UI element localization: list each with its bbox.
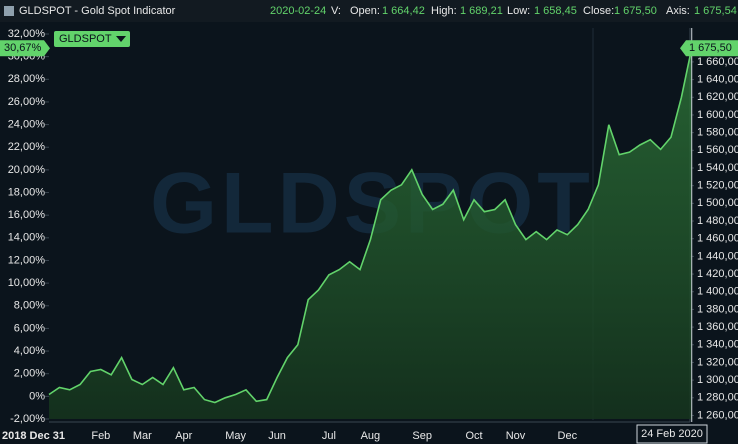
header-icon [4,6,14,16]
y2-tick-label: 1 260,00 [697,409,738,421]
y-tick-label: 16,00% [8,209,46,221]
y-tick-label: -2,00% [10,413,45,425]
header-bar [0,0,738,22]
value-label: 1 675,50 [689,42,732,54]
value-label-box [686,40,738,57]
x-tick-label: Oct [465,430,482,442]
y2-tick-label: 1 380,00 [697,303,738,315]
y2-tick-label: 1 300,00 [697,374,738,386]
y-tick-label: 26,00% [8,96,46,108]
y-tick-label: 0% [29,390,45,402]
y2-tick-label: 1 660,00 [697,56,738,68]
x-tick-label: Dec [558,430,578,442]
y-tick-label: 22,00% [8,141,46,153]
y-tick-label: 6,00% [14,322,45,334]
axis-value: 1 675,54 [694,5,737,17]
x-tick-label: 24 Feb 2020 [641,428,703,440]
y2-tick-label: 1 360,00 [697,321,738,333]
high-value: 1 689,21 [460,5,503,17]
y2-tick-label: 1 460,00 [697,233,738,245]
header-v: V: [331,5,341,17]
y2-tick-label: 1 500,00 [697,197,738,209]
y-tick-label: 14,00% [8,232,46,244]
percent-label-box [0,40,44,57]
open-value: 1 664,42 [382,5,425,17]
y2-tick-label: 1 280,00 [697,392,738,404]
x-tick-label: May [225,430,246,442]
close-label: Close: [583,5,614,17]
x-tick-label: Jul [322,430,336,442]
x-tick-label: Feb [91,430,110,442]
y2-tick-label: 1 400,00 [697,286,738,298]
y2-tick-label: 1 580,00 [697,127,738,139]
legend-dropdown [116,36,126,42]
y2-tick-label: 1 480,00 [697,215,738,227]
y2-tick-label: 1 440,00 [697,250,738,262]
y2-tick-label: 1 540,00 [697,162,738,174]
y2-tick-label: 1 600,00 [697,109,738,121]
x-tick-label: Apr [175,430,192,442]
low-label: Low: [507,5,530,17]
legend-badge[interactable] [54,31,130,47]
x-tick-label: Jun [268,430,286,442]
y2-tick-label: 1 560,00 [697,144,738,156]
x-tick-label: Mar [133,430,152,442]
low-value: 1 658,45 [534,5,577,17]
y-tick-label: 28,00% [8,73,46,85]
percent-label-arrow [44,40,50,57]
y-tick-label: 32,00% [8,28,46,40]
x-tick-label: Aug [361,430,381,442]
y2-tick-label: 1 320,00 [697,356,738,368]
x-tick-label: Sep [412,430,432,442]
header-date: 2020-02-24 [270,5,326,17]
y-tick-label: 8,00% [14,300,45,312]
percent-label: 30,67% [4,42,42,54]
x-tick-label: Nov [506,430,526,442]
axis-label: Axis: [666,5,690,17]
y2-tick-label: 1 420,00 [697,268,738,280]
open-label: Open: [350,5,380,17]
y-tick-label: 4,00% [14,345,45,357]
x-tick-label: 2018 Dec 31 [2,430,65,442]
y-tick-label: 20,00% [8,164,46,176]
y-tick-label: 12,00% [8,254,46,266]
legend-label: GLDSPOT [59,33,112,45]
y-tick-label: 2,00% [14,368,45,380]
y2-tick-label: 1 340,00 [697,339,738,351]
area [49,48,692,419]
y-tick-label: 24,00% [8,118,46,130]
y2-tick-label: 1 520,00 [697,180,738,192]
y-tick-label: 10,00% [8,277,46,289]
high-label: High: [431,5,457,17]
y-tick-label: 18,00% [8,186,46,198]
x-cursor-box [636,424,708,444]
y2-tick-label: 1 620,00 [697,91,738,103]
header-title: GLDSPOT - Gold Spot Indicator [19,5,176,17]
y2-tick-label: 1 640,00 [697,74,738,86]
line [48,48,693,404]
value-label-arrow [680,40,686,57]
close-value: 1 675,50 [614,5,657,17]
